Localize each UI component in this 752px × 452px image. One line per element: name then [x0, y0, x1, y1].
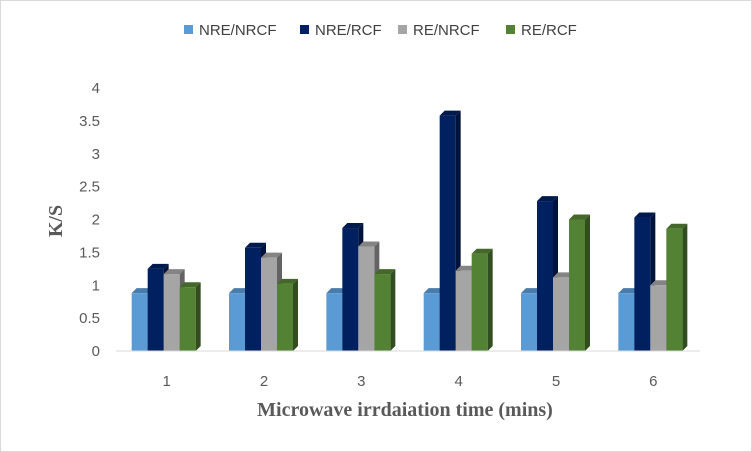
x-tick-label: 6 [649, 373, 657, 390]
y-tick-label: 2.5 [79, 179, 100, 196]
bar-top [521, 288, 542, 294]
bar-side [195, 282, 201, 351]
bar-top [342, 223, 364, 229]
bar-front [521, 293, 537, 351]
bar-front [634, 217, 651, 351]
bar [471, 248, 493, 351]
legend-item: NRE/NRCF [184, 22, 277, 39]
bar-front [374, 274, 391, 351]
bar-top [618, 288, 640, 294]
x-axis-title: Microwave irrdaiation time (mins) [257, 399, 553, 421]
bar-top [439, 110, 461, 116]
bar [179, 282, 201, 351]
bar-front [553, 277, 569, 351]
legend-swatch [300, 25, 309, 34]
bar-top [569, 214, 590, 220]
x-tick-label: 4 [454, 373, 462, 390]
bar-front [245, 247, 261, 351]
bar-front [455, 270, 472, 351]
bar-front [569, 219, 585, 351]
bar-front [471, 253, 488, 351]
bar-front [537, 201, 553, 351]
bar-front [666, 228, 683, 351]
x-tick-label: 1 [162, 373, 170, 390]
y-tick-label: 1.5 [79, 244, 100, 261]
bar-front [229, 293, 245, 351]
bar-top [147, 263, 169, 269]
legend-label: RE/NRCF [413, 22, 480, 39]
y-tick-label: 3 [92, 146, 100, 163]
x-tick-label: 3 [357, 373, 365, 390]
bar-front [261, 257, 277, 351]
bar-front [131, 293, 148, 351]
bar-top [650, 280, 672, 286]
legend-item: RE/NRCF [398, 22, 480, 39]
bar-side [585, 214, 590, 351]
y-tick-label: 0 [92, 343, 100, 360]
bar-top [374, 269, 396, 275]
bar-top [537, 196, 558, 202]
bar-front [342, 228, 359, 351]
bar-top [245, 242, 266, 248]
bar-front [147, 268, 164, 351]
bar-top [163, 269, 185, 275]
bar-top [423, 288, 445, 294]
bar-top [358, 241, 380, 247]
bar [277, 278, 298, 351]
legend-item: RE/RCF [506, 22, 577, 39]
legend-swatch [506, 25, 515, 34]
bar-top [455, 265, 477, 271]
bar-front [163, 274, 180, 351]
bar-top [666, 223, 688, 229]
legend-label: RE/RCF [521, 22, 577, 39]
legend-label: NRE/NRCF [199, 22, 277, 39]
bar-top [261, 252, 282, 258]
y-tick-label: 3.5 [79, 113, 100, 130]
bar-top [179, 282, 201, 288]
y-axis-ticks: 0 0.5 1 1.5 2 2.5 3 3.5 4 [79, 80, 100, 360]
x-axis-ticks: 1 2 3 4 5 6 [162, 373, 657, 390]
bar [569, 214, 590, 351]
bar-front [618, 293, 635, 351]
bar-side [293, 278, 298, 351]
bar [634, 212, 656, 351]
bar-top [634, 212, 656, 218]
legend-label: NRE/RCF [315, 22, 382, 39]
bar-front [277, 283, 293, 351]
bar [666, 223, 688, 351]
bar-top [326, 288, 348, 294]
bar-side [487, 248, 493, 351]
y-tick-label: 1 [92, 277, 100, 294]
bar-front [179, 287, 196, 351]
bar-top [553, 272, 574, 278]
bar-top [471, 248, 493, 254]
bars [131, 110, 688, 352]
bar-front [439, 115, 456, 352]
y-tick-label: 0.5 [79, 310, 100, 327]
bar-front [358, 246, 375, 351]
bar-top [229, 288, 250, 294]
bar-front [326, 293, 343, 351]
y-tick-label: 4 [92, 80, 100, 97]
legend-swatch [398, 25, 407, 34]
bar [374, 269, 396, 351]
bar-side [390, 269, 396, 351]
legend-swatch [184, 25, 193, 34]
x-tick-label: 5 [552, 373, 560, 390]
bar-top [277, 278, 298, 284]
bar-front [650, 285, 667, 351]
y-axis-title: K/S [45, 205, 67, 237]
bar-front [423, 293, 440, 351]
y-tick-label: 2 [92, 212, 100, 229]
legend-item: NRE/RCF [300, 22, 382, 39]
legend: NRE/NRCF NRE/RCF RE/NRCF RE/RCF [184, 22, 577, 39]
bar-side [682, 223, 688, 351]
bar-top [131, 288, 153, 294]
x-tick-label: 2 [260, 373, 268, 390]
